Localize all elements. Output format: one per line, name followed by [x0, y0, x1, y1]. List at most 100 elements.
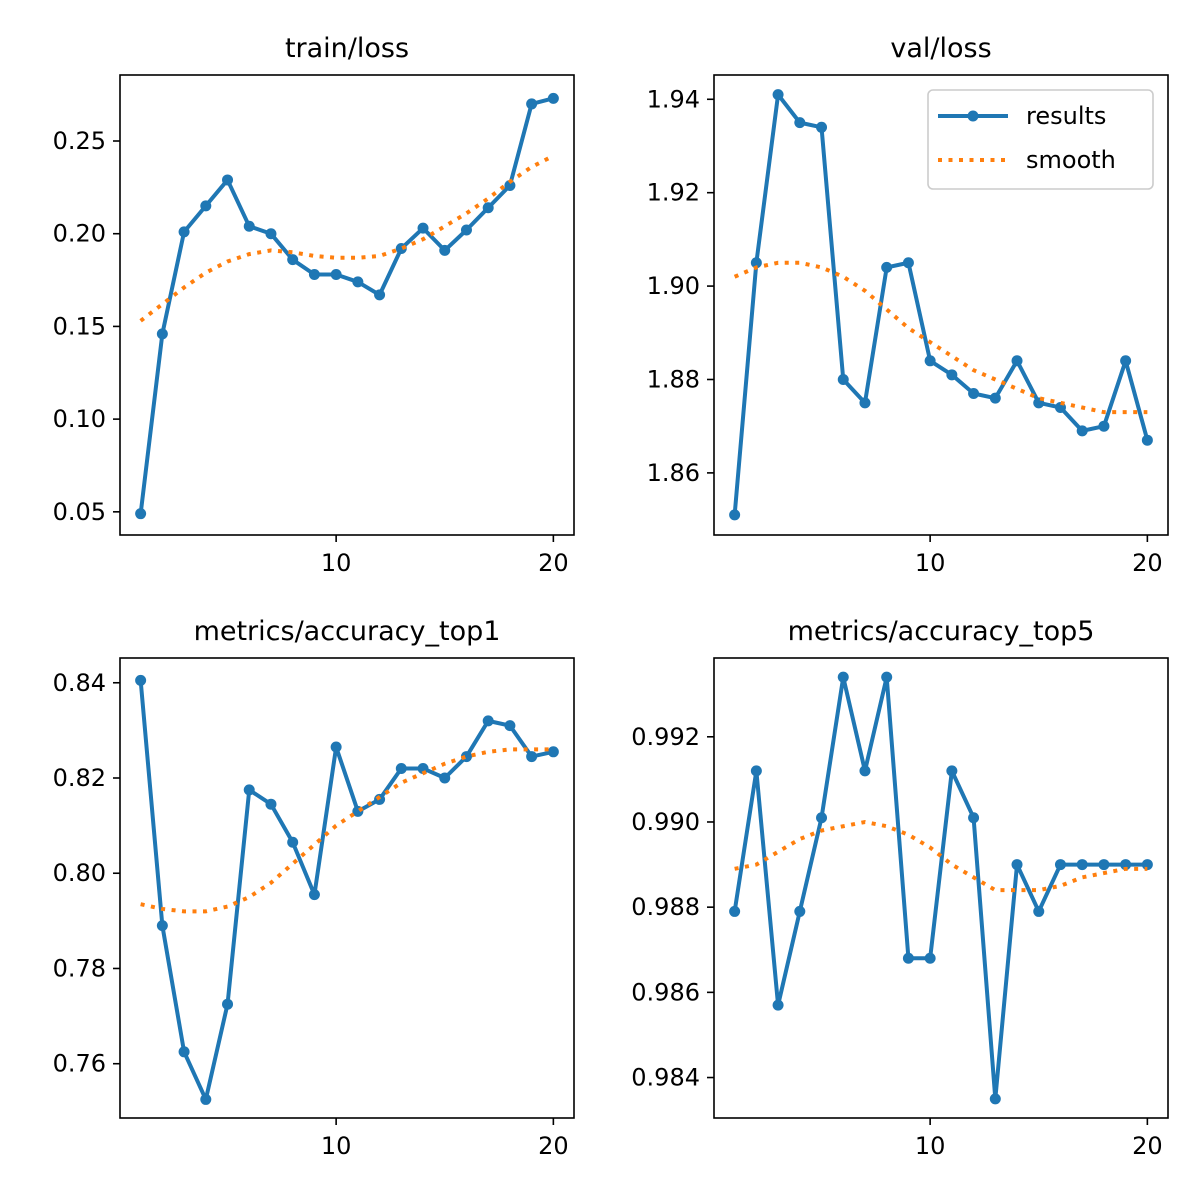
data-point — [417, 222, 429, 234]
data-point — [374, 289, 386, 301]
data-point — [352, 276, 364, 288]
data-point — [482, 715, 494, 727]
series-line-smooth — [733, 260, 1148, 415]
y-tick-label: 1.88 — [647, 365, 700, 393]
y-tick-label: 1.94 — [647, 85, 700, 113]
y-tick-label: 1.86 — [647, 459, 700, 487]
data-point — [968, 387, 980, 399]
axes-frame — [119, 657, 575, 1119]
data-point — [1141, 434, 1153, 446]
data-point — [750, 257, 762, 269]
series-line-results — [732, 675, 1148, 1101]
data-point — [1076, 425, 1088, 437]
data-point — [460, 224, 472, 236]
data-point — [968, 812, 980, 824]
data-point — [794, 117, 806, 129]
data-point — [1011, 355, 1023, 367]
data-point — [1054, 859, 1066, 871]
data-point — [287, 254, 299, 266]
data-point — [243, 784, 255, 796]
y-tick-label: 0.984 — [631, 1064, 700, 1092]
data-point — [772, 999, 784, 1011]
plot-area — [729, 89, 1153, 521]
data-point — [330, 741, 342, 753]
data-point — [547, 746, 559, 758]
y-tick-label: 0.986 — [631, 978, 700, 1006]
data-point — [837, 671, 849, 683]
y-tick-label: 0.988 — [631, 893, 700, 921]
x-tick-label: 20 — [538, 549, 569, 577]
y-tick-label: 0.992 — [631, 723, 700, 751]
data-point — [265, 228, 277, 240]
plot-area — [135, 674, 559, 1105]
data-point — [287, 836, 299, 848]
subplot-2: val/loss 10 20 1.86 1.88 1.90 1.92 1.94 results s… — [647, 33, 1169, 577]
data-point — [816, 121, 828, 133]
y-tick-label: 1.92 — [647, 179, 700, 207]
data-point — [989, 392, 1001, 404]
data-point — [222, 998, 234, 1010]
data-point — [526, 751, 538, 763]
y-tick-label: 0.10 — [53, 405, 106, 433]
y-tick-label: 0.82 — [53, 764, 106, 792]
axes-frame — [713, 657, 1169, 1119]
data-point — [859, 397, 871, 409]
subplot-title: metrics/accuracy_top5 — [788, 616, 1095, 647]
data-point — [729, 509, 741, 521]
data-point — [902, 952, 914, 964]
data-point — [989, 1093, 1001, 1105]
data-point — [178, 226, 190, 238]
x-tick-label: 10 — [321, 549, 352, 577]
data-point — [308, 269, 320, 281]
data-point — [1011, 859, 1023, 871]
y-tick-label: 0.80 — [53, 859, 106, 887]
x-tick-label: 10 — [915, 1132, 946, 1160]
data-point — [772, 89, 784, 101]
data-point — [200, 200, 212, 212]
data-point — [265, 798, 277, 810]
series-line-results — [138, 96, 554, 514]
data-point — [729, 905, 741, 917]
y-tick-label: 0.76 — [53, 1050, 106, 1078]
data-point — [243, 220, 255, 232]
data-point — [946, 369, 958, 381]
subplot-1: train/loss 10 20 0.05 0.10 0.15 0.20 0.25 — [53, 33, 575, 577]
data-point — [946, 765, 958, 777]
data-point — [816, 812, 828, 824]
y-tick-label: 0.25 — [53, 127, 106, 155]
data-point — [1098, 859, 1110, 871]
subplot-title: metrics/accuracy_top1 — [194, 616, 501, 647]
data-point — [504, 720, 516, 732]
data-point — [547, 92, 559, 104]
y-tick-label: 0.15 — [53, 312, 106, 340]
series-line-smooth — [140, 747, 554, 914]
data-point — [526, 98, 538, 110]
series-line-results — [138, 680, 554, 1102]
legend-label-smooth: smooth — [1026, 146, 1116, 174]
data-point — [794, 905, 806, 917]
data-point — [135, 674, 147, 686]
data-point — [837, 373, 849, 385]
data-point — [308, 889, 320, 901]
y-tick-label: 1.90 — [647, 272, 700, 300]
y-tick-label: 0.05 — [53, 498, 106, 526]
data-point — [439, 244, 451, 256]
x-tick-label: 20 — [1132, 1132, 1163, 1160]
data-point — [1141, 859, 1153, 871]
plot-area — [135, 92, 559, 520]
subplot-4: metrics/accuracy_top5 10 20 0.984 0.986 0.988… — [631, 616, 1169, 1160]
data-point — [482, 202, 494, 214]
y-tick-label: 0.20 — [53, 220, 106, 248]
data-point — [1076, 859, 1088, 871]
series-line-smooth — [734, 819, 1148, 893]
data-point — [902, 257, 914, 269]
data-point — [330, 269, 342, 281]
data-point — [881, 671, 893, 683]
legend: results smooth — [927, 89, 1154, 190]
y-tick-label: 0.990 — [631, 808, 700, 836]
data-point — [1120, 355, 1132, 367]
data-point — [135, 508, 147, 520]
y-tick-label: 0.78 — [53, 954, 106, 982]
data-point — [504, 180, 516, 192]
data-point — [1120, 859, 1132, 871]
